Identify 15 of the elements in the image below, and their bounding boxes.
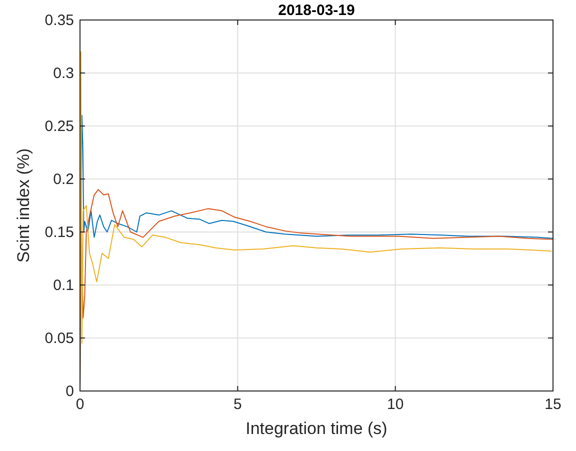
y-tick-label: 0.2 <box>53 171 74 188</box>
y-tick-label: 0 <box>66 383 74 400</box>
y-tick-label: 0.35 <box>44 12 74 29</box>
y-tick-label: 0.1 <box>53 277 74 294</box>
x-tick-label: 0 <box>76 396 84 413</box>
x-axis-title: Integration time (s) <box>246 419 388 438</box>
y-tick-label: 0.3 <box>53 65 74 82</box>
x-tick-label: 5 <box>233 396 242 413</box>
chart-title: 2018-03-19 <box>278 2 355 19</box>
y-tick-label: 0.15 <box>44 224 74 241</box>
y-tick-label: 0.25 <box>44 118 74 135</box>
x-tick-label: 15 <box>544 396 562 413</box>
y-tick-label: 0.05 <box>44 330 74 347</box>
y-axis-title: Scint index (%) <box>14 148 33 263</box>
x-tick-label: 10 <box>386 396 404 413</box>
